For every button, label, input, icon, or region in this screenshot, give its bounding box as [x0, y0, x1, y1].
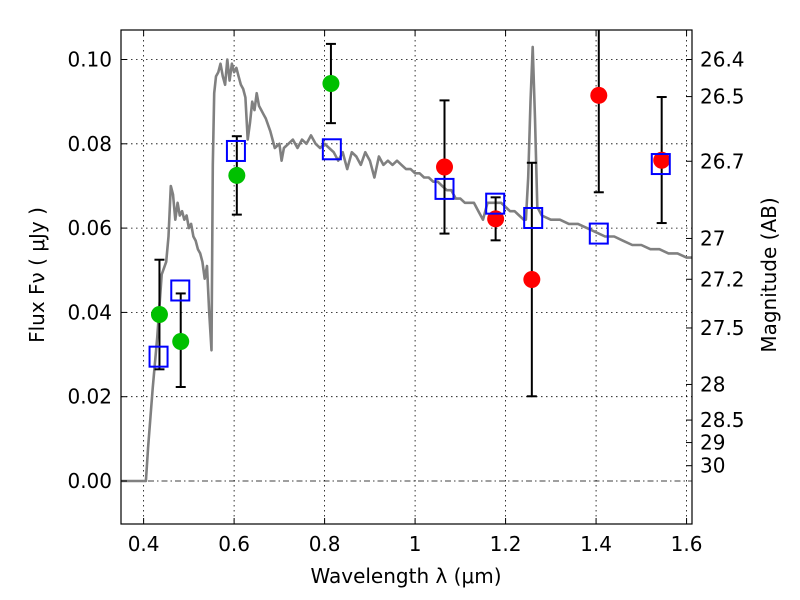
magnitude-axis-label: Magnitude (AB) — [757, 197, 781, 352]
x-tick-label: 1.2 — [490, 532, 522, 556]
data-point — [322, 75, 340, 93]
axes-frame — [120, 29, 693, 525]
magnitude-tick-label: 26.5 — [700, 85, 745, 109]
x-axis-ticks: 0.4 0.6 0.8 1 1.2 1.4 1.6 — [128, 30, 703, 556]
y-tick-label: 0.10 — [67, 48, 112, 72]
model-photometry-square — [321, 138, 342, 161]
plot-frame — [120, 29, 693, 525]
model-photometry-square — [588, 222, 609, 245]
x-tick-label: 0.8 — [309, 532, 341, 556]
y-tick-label: 0.06 — [67, 216, 112, 240]
model-photometry-square — [170, 279, 191, 302]
magnitude-tick-label: 30 — [700, 454, 725, 478]
x-tick-label: 1.6 — [671, 532, 703, 556]
grid — [121, 30, 692, 524]
data-point — [653, 151, 671, 169]
spectrum-line — [121, 45, 692, 483]
magnitude-tick-label: 28.5 — [700, 408, 745, 432]
magnitude-tick-label: 26.4 — [700, 48, 745, 72]
x-tick-label: 0.6 — [218, 532, 250, 556]
x-tick-label: 1.4 — [580, 532, 612, 556]
model-photometry-square — [485, 192, 506, 215]
y-axis-label: Flux Fν ( μJy ) — [25, 207, 49, 343]
x-tick-label: 0.4 — [128, 532, 160, 556]
model-photometry-square — [523, 206, 544, 229]
model-photometry-square — [148, 345, 169, 368]
y-tick-label: 0.08 — [67, 132, 112, 156]
y-tick-label: 0.02 — [67, 385, 112, 409]
model-photometry-square — [225, 139, 246, 162]
model-photometry-square — [650, 153, 671, 176]
magnitude-tick-label: 27 — [700, 226, 725, 250]
model-photometry-square — [434, 177, 455, 200]
magnitude-tick-label: 26.7 — [700, 149, 745, 173]
data-point — [172, 332, 190, 350]
data-point — [436, 158, 454, 176]
data-point — [523, 271, 541, 289]
magnitude-tick-label: 27.5 — [700, 316, 745, 340]
x-axis-label: Wavelength λ (μm) — [310, 564, 501, 588]
x-tick-label: 1 — [409, 532, 422, 556]
error-bars — [154, 30, 667, 398]
magnitude-tick-label: 27.2 — [700, 267, 745, 291]
y-axis-ticks: 0.00 0.02 0.04 0.06 0.08 0.10 — [67, 48, 127, 493]
data-point — [150, 306, 168, 324]
y-tick-label: 0.04 — [67, 300, 112, 324]
y-tick-label: 0.00 — [67, 469, 112, 493]
magnitude-tick-label: 29 — [700, 431, 725, 455]
magnitude-tick-label: 28 — [700, 372, 725, 396]
model-spectrum — [121, 45, 692, 483]
data-point — [228, 166, 246, 184]
markers — [148, 75, 671, 368]
data-point — [590, 86, 608, 104]
